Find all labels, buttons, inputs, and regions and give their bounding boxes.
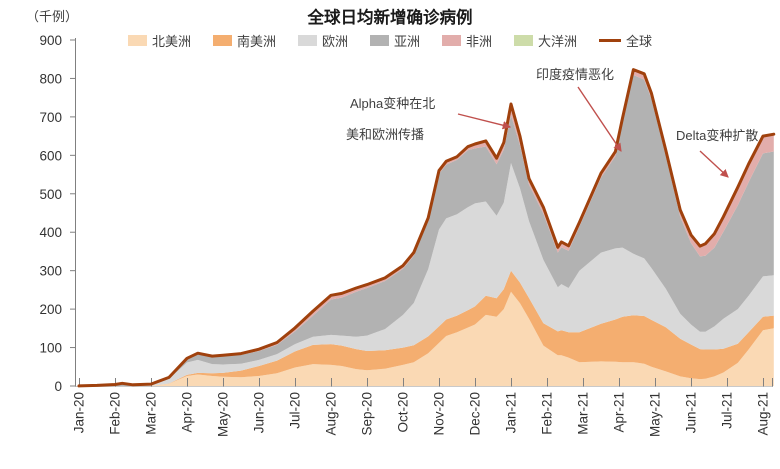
x-tick-label: May-20 xyxy=(216,392,231,437)
annotation-india-outbreak-line-1: 印度疫情恶化 xyxy=(536,67,615,82)
x-tick-label: May-21 xyxy=(648,392,663,437)
x-tick-label: Dec-20 xyxy=(468,392,483,436)
x-tick-label: Oct-20 xyxy=(396,392,411,433)
legend-swatch-asia xyxy=(369,35,389,46)
y-tick-label: 400 xyxy=(39,225,62,240)
annotation-alpha-variant-line-2: 美和欧洲传播 xyxy=(346,127,425,142)
y-tick-label: 700 xyxy=(39,110,62,125)
chart-title: 全球日均新增确诊病例 xyxy=(307,9,473,27)
legend-label-oceania: 大洋洲 xyxy=(538,34,578,49)
legend-swatch-north-america xyxy=(127,35,147,46)
legend-label-global: 全球 xyxy=(626,34,653,49)
y-tick-label: 600 xyxy=(39,148,62,163)
legend-item-global: 全球 xyxy=(599,31,652,50)
legend-label-africa: 非洲 xyxy=(466,34,493,49)
y-tick-label: 200 xyxy=(39,302,62,317)
legend-label-south-america: 南美洲 xyxy=(236,34,276,49)
x-tick-label: Feb-20 xyxy=(108,392,123,435)
legend-swatch-europe xyxy=(297,35,317,46)
x-tick-label: Mar-21 xyxy=(576,392,591,435)
legend-item-africa: 非洲 xyxy=(442,31,492,50)
annotation-alpha-variant-line-1: Alpha变种在北 xyxy=(350,96,436,111)
legend-item-north-america: 北美洲 xyxy=(127,31,191,50)
x-tick-label: Aug-20 xyxy=(324,392,339,436)
x-tick-label: Jul-20 xyxy=(288,392,303,429)
y-tick-label: 300 xyxy=(39,264,62,279)
legend-item-oceania: 大洋洲 xyxy=(514,31,577,50)
legend-swatch-south-america xyxy=(212,35,232,46)
y-tick-label: 900 xyxy=(39,33,62,48)
y-tick-label: 800 xyxy=(39,71,62,86)
annotation-arrow-alpha-variant xyxy=(457,113,512,130)
annotation-arrow-delta-variant xyxy=(699,150,729,178)
x-tick-label: Mar-20 xyxy=(144,392,159,435)
x-tick-label: Jun-21 xyxy=(684,392,699,433)
legend-label-asia: 亚洲 xyxy=(393,34,420,49)
x-tick-label: Jan-21 xyxy=(504,392,519,433)
legend-swatch-global xyxy=(599,39,622,42)
area-south-america xyxy=(79,270,774,386)
x-tick-label: Apr-21 xyxy=(612,392,627,433)
global-line xyxy=(77,68,776,388)
legend-item-asia: 亚洲 xyxy=(369,31,420,50)
legend: 北美洲 南美洲 欧洲 亚洲 非洲 大洋洲 全球 xyxy=(0,31,780,50)
y-axis-unit-label: （千例） xyxy=(26,9,79,24)
x-tick-label: Jun-20 xyxy=(252,392,267,433)
legend-item-south-america: 南美洲 xyxy=(212,31,276,50)
legend-swatch-oceania xyxy=(514,35,534,46)
area-asia xyxy=(79,75,774,386)
y-tick-label: 100 xyxy=(39,341,62,356)
area-north-america xyxy=(79,291,774,386)
y-tick-label: 0 xyxy=(54,379,62,394)
legend-swatch-africa xyxy=(442,35,461,46)
annotation-delta-variant-line-1: Delta变种扩散 xyxy=(676,128,759,143)
area-europe xyxy=(79,163,774,386)
x-tick-label: Aug-21 xyxy=(756,392,771,436)
x-tick-label: Apr-20 xyxy=(180,392,195,433)
x-tick-label: Jul-21 xyxy=(720,392,735,429)
legend-label-north-america: 北美洲 xyxy=(151,34,191,49)
legend-label-europe: 欧洲 xyxy=(321,34,348,49)
x-tick-label: Feb-21 xyxy=(540,392,555,435)
x-tick-label: Nov-20 xyxy=(432,392,447,436)
annotation-arrow-india-outbreak xyxy=(577,86,622,152)
x-tick-label: Jan-20 xyxy=(72,392,87,433)
x-tick-label: Sep-20 xyxy=(360,392,375,436)
legend-item-europe: 欧洲 xyxy=(297,31,348,50)
y-tick-label: 500 xyxy=(39,187,62,202)
